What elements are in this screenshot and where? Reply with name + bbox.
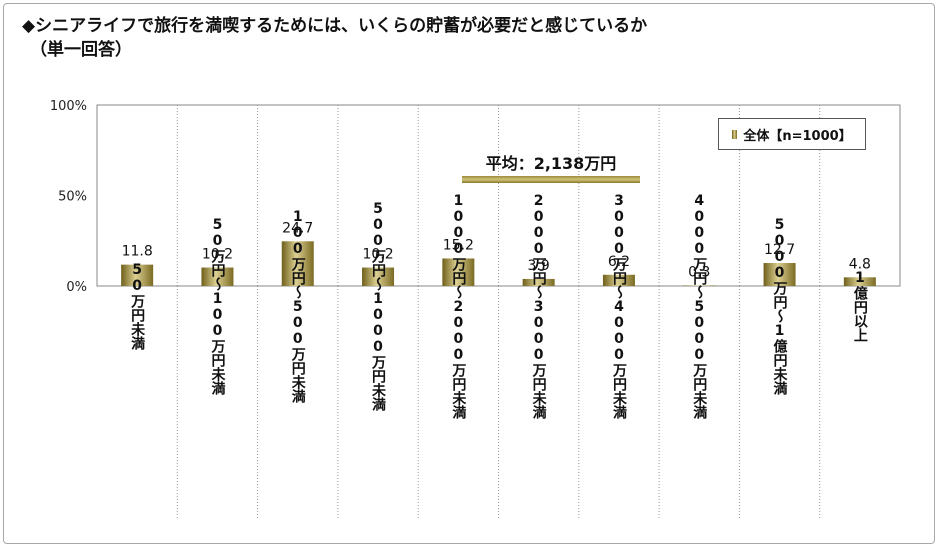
bar — [281, 241, 314, 286]
value-label: 3.9 — [528, 258, 550, 274]
category-label: 100万円〜500万円未満 — [290, 209, 307, 404]
average-annotation: 平均：2,138万円 — [485, 154, 617, 173]
category-label: 500万円〜1000万円未満 — [370, 201, 387, 412]
bar — [201, 267, 234, 286]
category-label: 1000万円〜2000万円未満 — [450, 193, 467, 420]
bar — [843, 277, 876, 286]
category-label: 5000万円〜1億円未満 — [772, 217, 789, 396]
category-label: 50万円〜100万円未満 — [209, 217, 226, 396]
value-label: 0.3 — [688, 264, 710, 280]
category-label: 3000万円〜4000万円未満 — [611, 193, 628, 420]
bar — [522, 278, 555, 286]
y-tick-label: 50% — [58, 190, 87, 205]
legend: 全体【n=1000】 — [718, 118, 866, 150]
value-label: 4.8 — [849, 256, 871, 272]
bar — [121, 264, 154, 286]
value-label: 15.2 — [443, 237, 474, 253]
bar — [683, 285, 716, 286]
y-tick-label: 100% — [50, 99, 87, 114]
y-tick-label: 0% — [66, 280, 87, 295]
chart-subtitle: （単一回答） — [30, 40, 132, 60]
chart-title: ◆シニアライフで旅行を満喫するためには、いくらの貯蓄が必要だと感じているか — [22, 16, 648, 36]
category-label: 50万円未満 — [129, 262, 146, 351]
bar — [763, 263, 796, 286]
average-marker-bar — [462, 176, 640, 183]
value-label: 10.2 — [362, 247, 393, 263]
category-label: 2000万円〜3000万円未満 — [531, 193, 548, 420]
bar — [602, 274, 635, 286]
value-label: 6.2 — [608, 254, 630, 270]
category-label: 1億円以上 — [852, 270, 868, 342]
value-label: 11.8 — [122, 244, 153, 260]
bar — [362, 267, 395, 286]
bar — [442, 258, 475, 286]
value-label: 10.2 — [202, 247, 233, 263]
value-label: 12.7 — [764, 242, 795, 258]
legend-label: 全体【n=1000】 — [743, 128, 852, 144]
category-label: 4000万円〜5000万円未満 — [691, 193, 708, 420]
legend-swatch — [732, 129, 738, 139]
value-label: 24.7 — [282, 220, 313, 236]
